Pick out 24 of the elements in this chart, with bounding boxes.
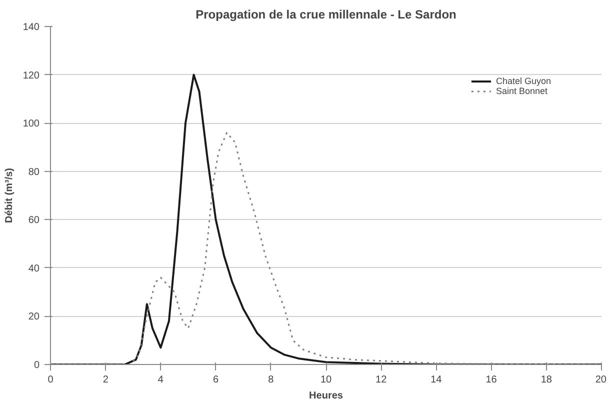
x-tick-label: 8 bbox=[268, 374, 274, 386]
x-axis-title: Heures bbox=[309, 390, 344, 402]
y-tick-label: 60 bbox=[28, 215, 40, 226]
y-tick-label: 140 bbox=[22, 22, 40, 33]
x-tick-label: 6 bbox=[213, 374, 220, 386]
chart-title: Propagation de la crue millennale - Le Sardon bbox=[196, 8, 456, 22]
x-tick-label: 4 bbox=[158, 374, 164, 386]
y-tick-label: 20 bbox=[28, 312, 40, 323]
x-tick-label: 14 bbox=[430, 374, 442, 386]
legend-label: Saint Bonnet bbox=[496, 86, 548, 96]
x-tick-label: 20 bbox=[595, 374, 607, 386]
y-tick-label: 80 bbox=[28, 166, 40, 178]
legend-label: Chatel Guyon bbox=[496, 76, 551, 86]
x-tick-label: 12 bbox=[376, 374, 388, 386]
y-tick-label: 0 bbox=[34, 360, 40, 371]
x-tick-label: 2 bbox=[102, 374, 109, 386]
y-tick-label: 120 bbox=[22, 70, 40, 82]
x-tick-label: 18 bbox=[540, 374, 552, 386]
y-tick-label: 40 bbox=[28, 263, 40, 274]
y-axis-title: Débit (m³/s) bbox=[4, 168, 15, 223]
x-tick-label: 16 bbox=[486, 374, 498, 386]
y-tick-label: 100 bbox=[22, 118, 40, 130]
x-tick-label: 0 bbox=[48, 374, 54, 386]
x-tick-label: 10 bbox=[320, 374, 332, 386]
